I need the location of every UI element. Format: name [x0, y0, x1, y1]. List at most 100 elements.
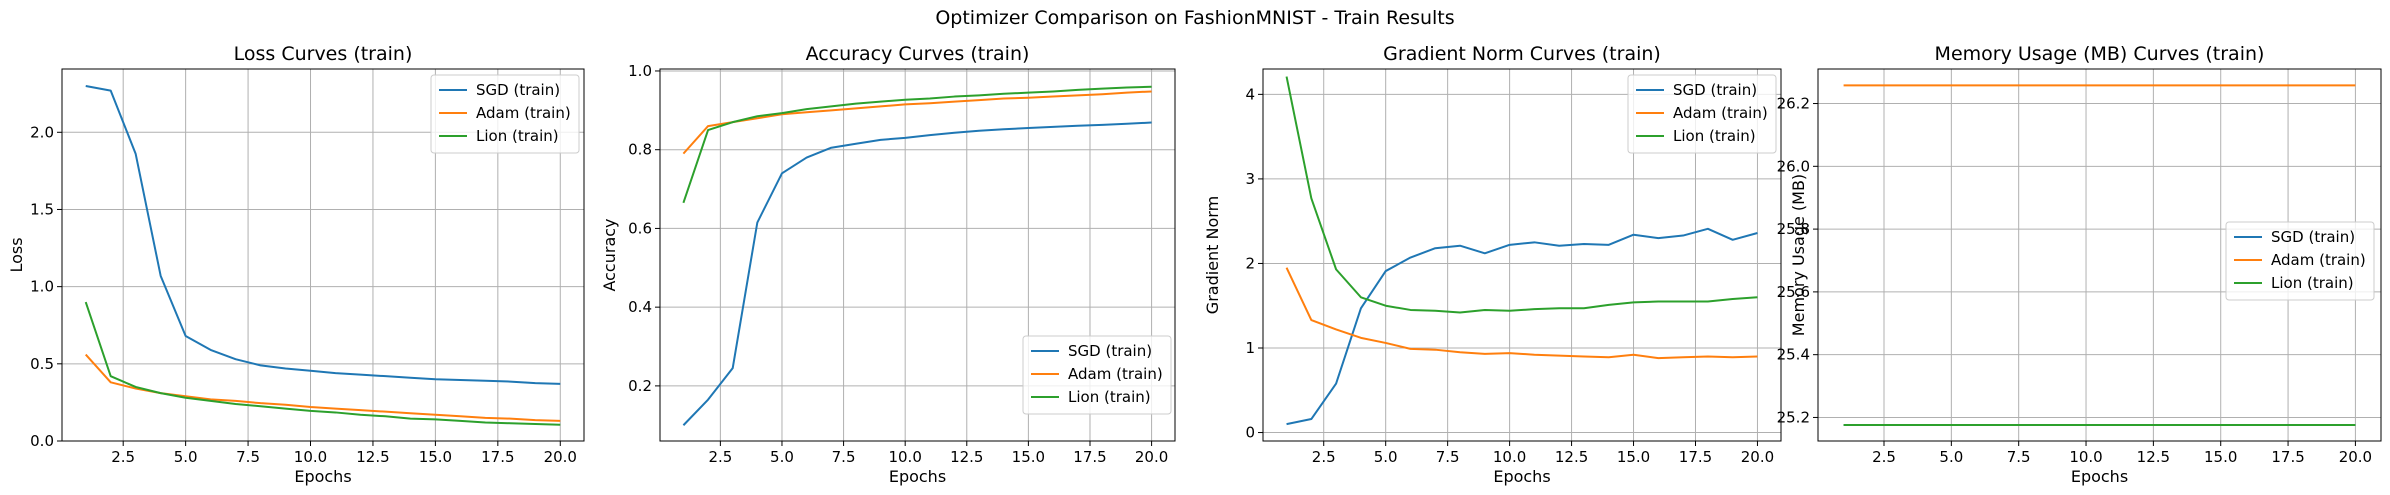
legend-label: SGD (train) [2271, 228, 2355, 246]
series-line-sgd [85, 84, 561, 385]
chart-1: 2.5 5.0 7.5 10.0 12.5 15.0 17.5 20.0 0.0 0.5 1.0 1.… [7, 43, 585, 486]
x-tick-label: 20.0 [2339, 448, 2372, 466]
legend-label: SGD (train) [1068, 342, 1152, 360]
x-tick-label: 15.0 [1617, 448, 1650, 466]
legend-label: Adam (train) [1673, 104, 1768, 122]
y-axis-label: Memory Usage (MB) [1789, 174, 1808, 336]
y-tick-label: 0 [1245, 424, 1255, 442]
x-tick-label: 2.5 [111, 448, 135, 466]
x-tick-label: 2.5 [1312, 448, 1336, 466]
y-tick-label: 1.0 [30, 278, 54, 296]
x-tick-label: 5.0 [1374, 448, 1398, 466]
x-tick-label: 2.5 [708, 448, 732, 466]
chart-title: Loss Curves (train) [234, 43, 413, 65]
axes-frame [1262, 68, 1782, 442]
legend-label: SGD (train) [476, 81, 560, 99]
legend-label: SGD (train) [1673, 81, 1757, 99]
x-tick-label: 10.0 [2069, 448, 2102, 466]
y-tick-label: 25.6 [1777, 283, 1810, 301]
legend: SGD (train) Adam (train) Lion (train) [2225, 221, 2375, 301]
y-tick-label: 3 [1245, 170, 1255, 188]
x-tick-label: 10.0 [888, 448, 921, 466]
x-tick-label: 17.5 [1073, 448, 1106, 466]
y-tick-label: 2 [1245, 254, 1255, 272]
legend: SGD (train) Adam (train) Lion (train) [430, 74, 580, 154]
x-tick-label: 12.5 [950, 448, 983, 466]
legend-label: Adam (train) [476, 104, 571, 122]
x-tick-label: 17.5 [2271, 448, 2304, 466]
x-tick-label: 5.0 [1939, 448, 1963, 466]
legend-label: Lion (train) [476, 127, 559, 145]
series-line-lion [1285, 76, 1758, 314]
x-tick-label: 20.0 [1741, 448, 1774, 466]
x-axis-label: Epochs [1493, 467, 1550, 486]
x-tick-label: 12.5 [356, 448, 389, 466]
x-tick-label: 17.5 [481, 448, 514, 466]
y-tick-label: 0.6 [628, 219, 652, 237]
x-tick-label: 2.5 [1872, 448, 1896, 466]
x-axis-label: Epochs [889, 467, 946, 486]
y-axis-label: Accuracy [600, 218, 619, 291]
x-tick-label: 7.5 [236, 448, 260, 466]
y-tick-label: 0.4 [628, 298, 652, 316]
y-tick-label: 0.2 [628, 377, 652, 395]
x-tick-label: 12.5 [2137, 448, 2170, 466]
legend-label: Lion (train) [1068, 388, 1151, 406]
axes-frame [1817, 68, 2382, 442]
chart-2: 2.5 5.0 7.5 10.0 12.5 15.0 17.5 20.0 0.2 0.4 0.6 0.… [600, 43, 1176, 486]
legend: SGD (train) Adam (train) Lion (train) [1627, 74, 1777, 154]
axes-frame [61, 68, 585, 442]
x-tick-label: 15.0 [419, 448, 452, 466]
legend: SGD (train) Adam (train) Lion (train) [1022, 335, 1172, 415]
x-tick-label: 5.0 [174, 448, 198, 466]
x-axis-label: Epochs [2071, 467, 2128, 486]
series-line-lion [682, 85, 1152, 204]
y-tick-label: 0.5 [30, 355, 54, 373]
chart-title: Memory Usage (MB) Curves (train) [1935, 43, 2265, 65]
y-tick-label: 1 [1245, 339, 1255, 357]
legend-box [2225, 221, 2375, 301]
y-axis-label: Loss [7, 237, 26, 272]
y-tick-label: 25.4 [1777, 346, 1810, 364]
x-tick-label: 12.5 [1555, 448, 1588, 466]
series-line-lion [84, 301, 561, 426]
x-tick-label: 10.0 [1493, 448, 1526, 466]
legend-label: Adam (train) [1068, 365, 1163, 383]
y-tick-label: 0.0 [30, 432, 54, 450]
x-tick-label: 7.5 [1436, 448, 1460, 466]
legend-box [430, 74, 580, 154]
chart-4: 2.5 5.0 7.5 10.0 12.5 15.0 17.5 20.0 25.2 25.4 25.… [1777, 43, 2382, 486]
legend-label: Lion (train) [2271, 274, 2354, 292]
legend-box [1022, 335, 1172, 415]
series-line-adam [682, 90, 1152, 155]
chart-title: Accuracy Curves (train) [806, 43, 1030, 65]
legend-label: Lion (train) [1673, 127, 1756, 145]
x-tick-label: 17.5 [1679, 448, 1712, 466]
y-tick-label: 2.0 [30, 123, 54, 141]
figure-suptitle: Optimizer Comparison on FashionMNIST - T… [935, 7, 1454, 29]
x-tick-label: 7.5 [832, 448, 856, 466]
chart-3: 2.5 5.0 7.5 10.0 12.5 15.0 17.5 20.0 0 1 2 3 4 Gradie… [1203, 43, 1782, 486]
x-tick-label: 7.5 [2007, 448, 2031, 466]
y-tick-label: 26.0 [1777, 157, 1810, 175]
x-tick-label: 10.0 [294, 448, 327, 466]
y-tick-label: 25.2 [1777, 408, 1810, 426]
x-axis-label: Epochs [294, 467, 351, 486]
series-line-sgd [682, 121, 1152, 426]
series-line-sgd [1286, 227, 1758, 426]
x-tick-label: 20.0 [1135, 448, 1168, 466]
legend-label: Adam (train) [2271, 251, 2366, 269]
x-tick-label: 15.0 [2204, 448, 2237, 466]
series-line-adam [1285, 267, 1758, 360]
y-tick-label: 1.5 [30, 200, 54, 218]
x-tick-label: 15.0 [1012, 448, 1045, 466]
legend-box [1627, 74, 1777, 154]
axes-frame [659, 68, 1176, 442]
chart-title: Gradient Norm Curves (train) [1383, 43, 1661, 65]
x-tick-label: 5.0 [770, 448, 794, 466]
y-tick-label: 25.8 [1777, 220, 1810, 238]
y-tick-label: 0.8 [628, 141, 652, 159]
x-tick-label: 20.0 [544, 448, 577, 466]
